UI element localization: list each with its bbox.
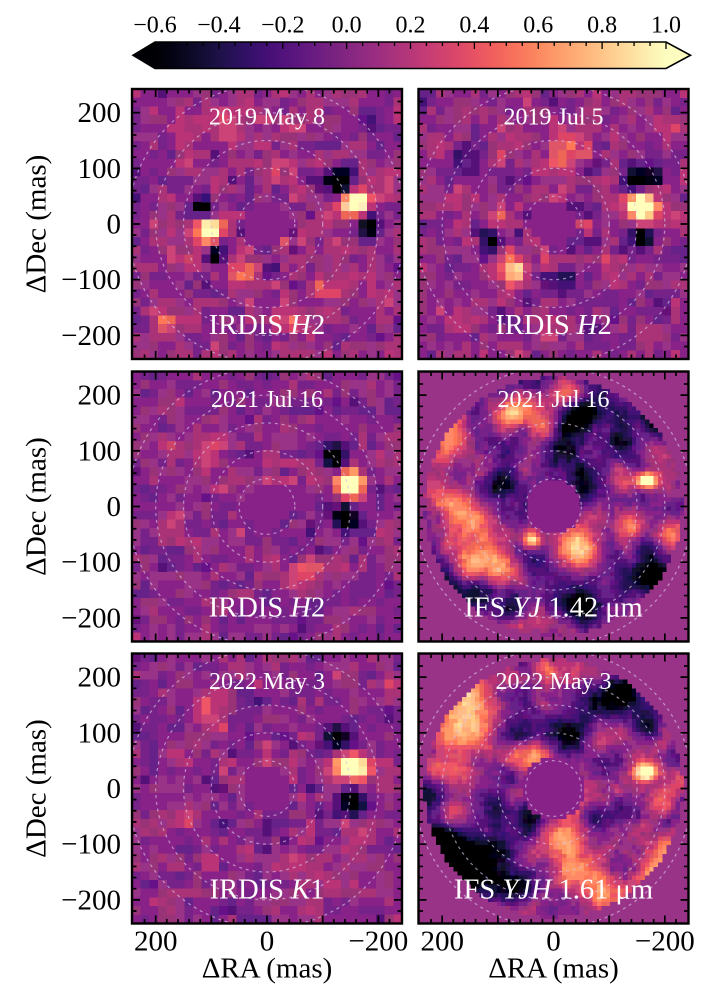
svg-text:1.0: 1.0	[651, 13, 681, 39]
svg-text:2019 May 8: 2019 May 8	[209, 105, 325, 131]
svg-text:0.2: 0.2	[396, 13, 426, 39]
svg-text:IRDIS H2: IRDIS H2	[209, 593, 325, 624]
svg-text:0: 0	[107, 491, 122, 523]
svg-text:ΔDec (mas): ΔDec (mas)	[21, 155, 53, 294]
svg-text:IFS YJH 1.61 μm: IFS YJH 1.61 μm	[454, 875, 653, 906]
svg-text:−200: −200	[61, 320, 121, 352]
svg-text:0.6: 0.6	[523, 13, 553, 39]
svg-text:200: 200	[78, 97, 122, 129]
svg-text:−0.6: −0.6	[133, 13, 177, 39]
svg-text:−200: −200	[635, 926, 695, 958]
svg-text:200: 200	[134, 926, 178, 958]
svg-text:−200: −200	[348, 926, 408, 958]
svg-text:100: 100	[78, 435, 122, 467]
svg-text:2022 May 3: 2022 May 3	[209, 669, 325, 695]
svg-text:2022 May 3: 2022 May 3	[496, 669, 612, 695]
svg-text:2021 Jul 16: 2021 Jul 16	[211, 387, 323, 413]
svg-text:100: 100	[78, 153, 122, 185]
svg-text:ΔRA (mas): ΔRA (mas)	[488, 953, 619, 985]
svg-text:100: 100	[78, 717, 122, 749]
svg-text:IRDIS H2: IRDIS H2	[209, 310, 325, 341]
svg-text:2019 Jul 5: 2019 Jul 5	[503, 105, 603, 131]
svg-text:0.4: 0.4	[459, 13, 489, 39]
svg-text:−0.4: −0.4	[197, 13, 241, 39]
svg-text:−100: −100	[61, 547, 121, 579]
svg-text:−200: −200	[61, 602, 121, 634]
svg-text:−100: −100	[61, 829, 121, 861]
svg-text:−200: −200	[61, 884, 121, 916]
svg-text:IFS YJ 1.42 μm: IFS YJ 1.42 μm	[464, 593, 642, 624]
svg-text:−0.2: −0.2	[261, 13, 305, 39]
svg-text:200: 200	[78, 380, 122, 412]
svg-text:0.8: 0.8	[587, 13, 617, 39]
svg-text:IRDIS K1: IRDIS K1	[210, 875, 325, 906]
svg-text:0: 0	[546, 926, 561, 958]
svg-text:ΔDec (mas): ΔDec (mas)	[21, 437, 53, 576]
svg-text:2021 Jul 16: 2021 Jul 16	[497, 387, 609, 413]
svg-text:0: 0	[107, 773, 122, 805]
svg-text:0: 0	[260, 926, 275, 958]
svg-text:−100: −100	[61, 264, 121, 296]
svg-text:200: 200	[420, 926, 464, 958]
svg-text:ΔRA (mas): ΔRA (mas)	[202, 953, 333, 985]
svg-text:0: 0	[107, 209, 122, 241]
svg-text:200: 200	[78, 662, 122, 694]
svg-text:ΔDec (mas): ΔDec (mas)	[21, 719, 53, 858]
svg-text:IRDIS H2: IRDIS H2	[495, 310, 611, 341]
svg-text:0.0: 0.0	[332, 13, 362, 39]
